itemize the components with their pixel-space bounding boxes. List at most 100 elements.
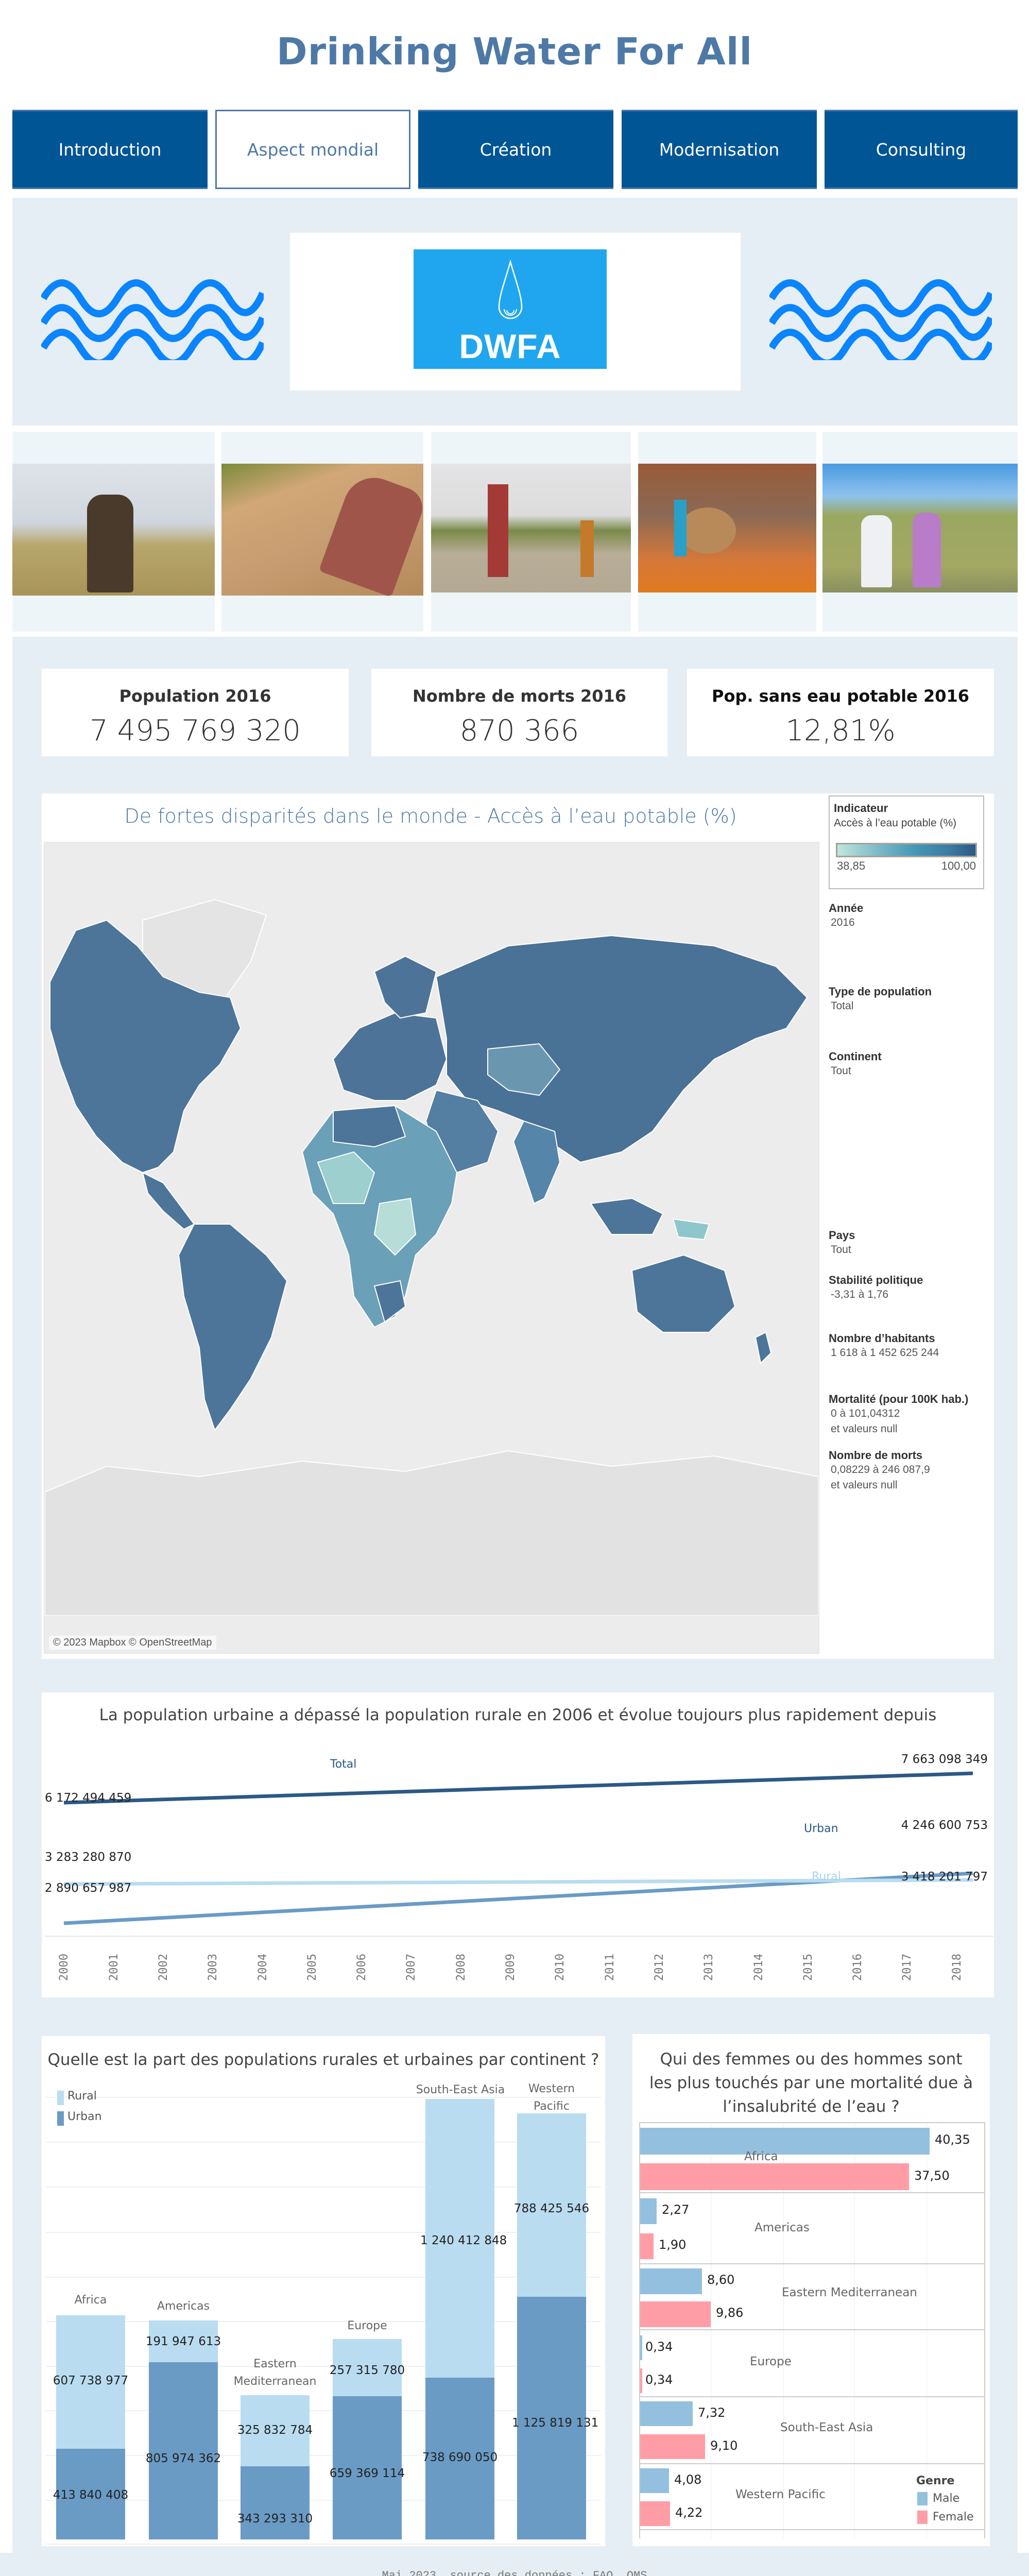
kpi-value: 12,81% [785, 714, 896, 748]
color-legend: Indicateur Accès à l’eau potable (%) 38,… [829, 795, 984, 889]
value-label: 257 315 780 [329, 2364, 405, 2377]
line-label-total: Total [330, 1758, 357, 1771]
gender-row-africa: 40,35 37,50 Africa [640, 2123, 984, 2193]
label-rural-end: 3 418 201 797 [901, 1870, 988, 1884]
row-category: Eastern Mediterranean [782, 2286, 917, 2299]
nav-aspect-mondial[interactable]: Aspect mondial [215, 110, 410, 189]
value-label: 343 293 310 [237, 2512, 313, 2526]
nav-consulting[interactable]: Consulting [825, 110, 1018, 189]
value-female: 9,86 [716, 2306, 744, 2320]
bar-western-pacific-urban[interactable] [517, 2297, 586, 2539]
map-panel: De fortes disparités dans le monde - Acc… [42, 793, 994, 1659]
gender-row-south-east-asia: 7,32 9,10 South-East Asia [640, 2397, 984, 2464]
value-label: 191 947 613 [145, 2335, 221, 2348]
page-title: Drinking Water For All [276, 30, 753, 73]
value-label: 788 425 546 [513, 2202, 590, 2215]
bar-africa-urban[interactable] [56, 2449, 125, 2539]
bar-south-east-asia-rural[interactable] [425, 2099, 494, 2378]
bar-female[interactable] [640, 2301, 711, 2327]
nav-introduction[interactable]: Introduction [12, 110, 208, 189]
bar-female[interactable] [640, 2163, 909, 2190]
filter-type-population[interactable]: Type de population Total [829, 985, 983, 1014]
cat-label: Europe [347, 2319, 387, 2332]
bar-eastern-mediterranean-urban[interactable] [241, 2466, 310, 2539]
bar-africa-rural[interactable] [56, 2315, 125, 2449]
gender-legend-title: Genre [916, 2475, 955, 2487]
gender-chart-area: 40,35 37,50 Africa 2,27 1,90 Americas 8,… [639, 2122, 985, 2538]
value-male: 8,60 [707, 2273, 735, 2287]
filter-value: 0 à 101,04312 [831, 1408, 900, 1419]
bar-south-east-asia-urban[interactable] [425, 2378, 494, 2539]
gender-row-europe: 0,34 0,34 Europe [640, 2331, 984, 2397]
world-map[interactable]: © 2023 Mapbox © OpenStreetMap [44, 842, 819, 1654]
bar-male[interactable] [640, 2128, 930, 2155]
filter-continent[interactable]: Continent Tout [829, 1050, 983, 1079]
kpi-title: Nombre de morts 2016 [412, 686, 627, 706]
bar-eastern-mediterranean-rural[interactable] [241, 2395, 310, 2466]
label-urban-end: 4 246 600 753 [901, 1819, 988, 1832]
bar-male[interactable] [640, 2198, 657, 2224]
legend-male-label: Male [933, 2492, 960, 2505]
gender-chart-title: Qui des femmes ou des hommes sont les pl… [649, 2050, 973, 2116]
bar-western-pacific-rural[interactable] [517, 2113, 586, 2297]
bar-europe-urban[interactable] [333, 2396, 402, 2539]
value-label: 413 840 408 [53, 2488, 129, 2502]
world-map-choropleth[interactable] [44, 843, 819, 1616]
legend-urban-label: Urban [67, 2110, 102, 2123]
bar-female[interactable] [640, 2368, 642, 2393]
filter-annee[interactable]: Année 2016 [829, 902, 983, 930]
bar-female[interactable] [640, 2501, 670, 2526]
bar-male[interactable] [640, 2268, 702, 2294]
photo-children-grassland [12, 464, 215, 596]
year-tick: 2006 [355, 1954, 368, 1981]
filter-nombre-morts[interactable]: Nombre de morts 0,08229 à 246 087,9 et v… [829, 1449, 983, 1493]
bar-male[interactable] [640, 2468, 669, 2493]
cat-label: South-East Asia [416, 2083, 505, 2096]
gender-row-western-pacific: 4,08 4,22 Western Pacific Genre Male Fem… [640, 2464, 984, 2530]
filter-stabilite-politique[interactable]: Stabilité politique -3,31 à 1,76 [829, 1274, 983, 1302]
photo-pouring-water [822, 464, 1018, 592]
value-male: 0,34 [645, 2340, 673, 2354]
bar-americas-urban[interactable] [149, 2362, 218, 2539]
year-tick: 2017 [901, 1954, 914, 1981]
bar-female[interactable] [640, 2434, 705, 2459]
filter-label: Type de population [829, 985, 932, 998]
filter-nombre-habitants[interactable]: Nombre d’habitants 1 618 à 1 452 625 244 [829, 1332, 983, 1361]
map-attribution[interactable]: © 2023 Mapbox © OpenStreetMap [49, 1636, 216, 1650]
bar-americas-rural[interactable] [149, 2320, 218, 2362]
kpi-population: Population 2016 7 495 769 320 [42, 669, 349, 756]
year-tick: 2010 [554, 1954, 567, 1981]
bar-female[interactable] [640, 2233, 654, 2259]
legend-female-swatch [917, 2511, 928, 2524]
filter-label: Nombre d’habitants [829, 1332, 935, 1345]
row-category: South-East Asia [780, 2421, 873, 2434]
water-drop-icon [498, 260, 523, 319]
filter-mortalite[interactable]: Mortalité (pour 100K hab.) 0 à 101,04312… [829, 1393, 988, 1437]
photo-jerrycans-bicycle [431, 464, 631, 592]
logo-text: DWFA [459, 327, 561, 365]
photo-card-5 [822, 432, 1018, 632]
bar-europe-rural[interactable] [333, 2339, 402, 2396]
year-tick: 2002 [157, 1954, 170, 1981]
photo-woman-collecting-water [221, 464, 428, 598]
nav-creation[interactable]: Création [418, 110, 613, 189]
nav-modernisation[interactable]: Modernisation [622, 110, 817, 189]
filter-label: Nombre de morts [829, 1449, 923, 1462]
year-tick: 2004 [256, 1954, 269, 1981]
row-category: Africa [744, 2150, 778, 2163]
legend-rural-swatch [57, 2091, 64, 2105]
bar-male[interactable] [640, 2335, 642, 2360]
row-category: Western Pacific [735, 2488, 826, 2501]
filter-value: Tout [831, 1065, 851, 1077]
bar-male[interactable] [640, 2401, 693, 2426]
filter-pays[interactable]: Pays Tout [829, 1229, 983, 1258]
line-chart[interactable] [42, 1739, 994, 1935]
value-male: 2,27 [662, 2202, 690, 2217]
year-tick: 2014 [752, 1954, 765, 1981]
year-tick: 2016 [851, 1954, 864, 1981]
filter-value: Total [831, 1000, 854, 1012]
year-tick: 2008 [455, 1954, 468, 1981]
label-rural-start: 3 283 280 870 [45, 1851, 132, 1864]
filter-label: Mortalité (pour 100K hab.) [829, 1393, 969, 1405]
value-label: 659 369 114 [329, 2467, 405, 2480]
